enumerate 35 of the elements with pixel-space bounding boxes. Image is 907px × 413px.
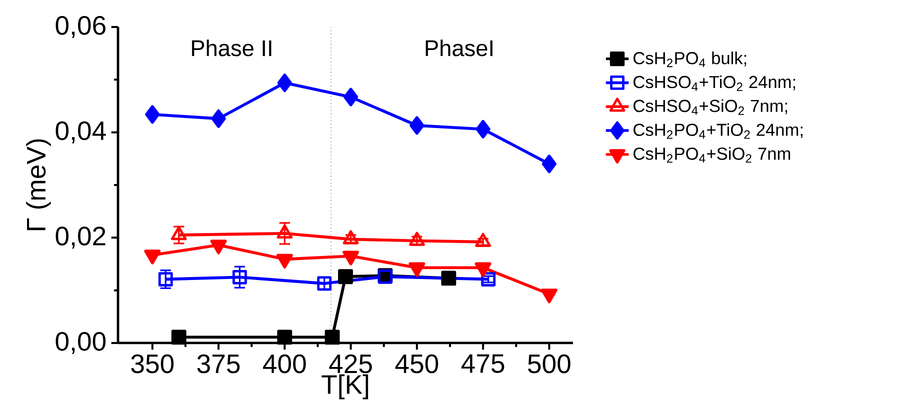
x-axis-title: T[K] xyxy=(322,374,368,400)
legend-label: CsH$_{2}$PO$_{4}$ bulk; xyxy=(634,52,746,68)
x-tick-label: 425 xyxy=(329,354,372,374)
x-tick-label: 350 xyxy=(131,354,174,374)
point xyxy=(171,330,186,345)
point xyxy=(441,270,456,286)
legend-label: CsH$_{2}$PO$_{4}$+TiO$_{2}$ 24nm; xyxy=(634,123,802,139)
point xyxy=(542,154,557,174)
point xyxy=(343,88,358,106)
point xyxy=(158,272,173,286)
point xyxy=(145,105,160,124)
x-tick-label: 400 xyxy=(263,354,306,374)
point xyxy=(277,330,292,345)
y-tick-label: 0,00 xyxy=(56,332,106,354)
point xyxy=(476,120,490,138)
point xyxy=(410,116,424,135)
point xyxy=(481,272,496,286)
x-tick-label: 375 xyxy=(197,354,240,374)
y-tick-label: 0,06 xyxy=(56,16,106,38)
y-tick-label: 0,04 xyxy=(56,121,106,144)
legend-label: CsHSO$_{4}$+TiO$_{2}$ 24nm; xyxy=(634,75,796,91)
point xyxy=(324,330,340,345)
annotation: PhaseI xyxy=(426,40,492,56)
x-tick-label: 500 xyxy=(528,354,570,374)
point xyxy=(211,109,226,128)
point xyxy=(232,270,247,284)
y-tick-label: 0,02 xyxy=(56,226,106,249)
y-axis-title: Γ (meV) xyxy=(26,139,51,230)
point xyxy=(277,74,292,92)
x-tick-label: 450 xyxy=(395,354,438,374)
point xyxy=(338,269,353,284)
annotation: Phase II xyxy=(192,40,272,56)
x-tick-label: 475 xyxy=(461,354,504,373)
legend-label: CsHSO$_{4}$+SiO$_{2}$ 7nm; xyxy=(634,99,788,115)
legend-label: CsH$_{2}$PO$_{4}$+SiO$_{2}$ 7nm xyxy=(634,147,790,163)
